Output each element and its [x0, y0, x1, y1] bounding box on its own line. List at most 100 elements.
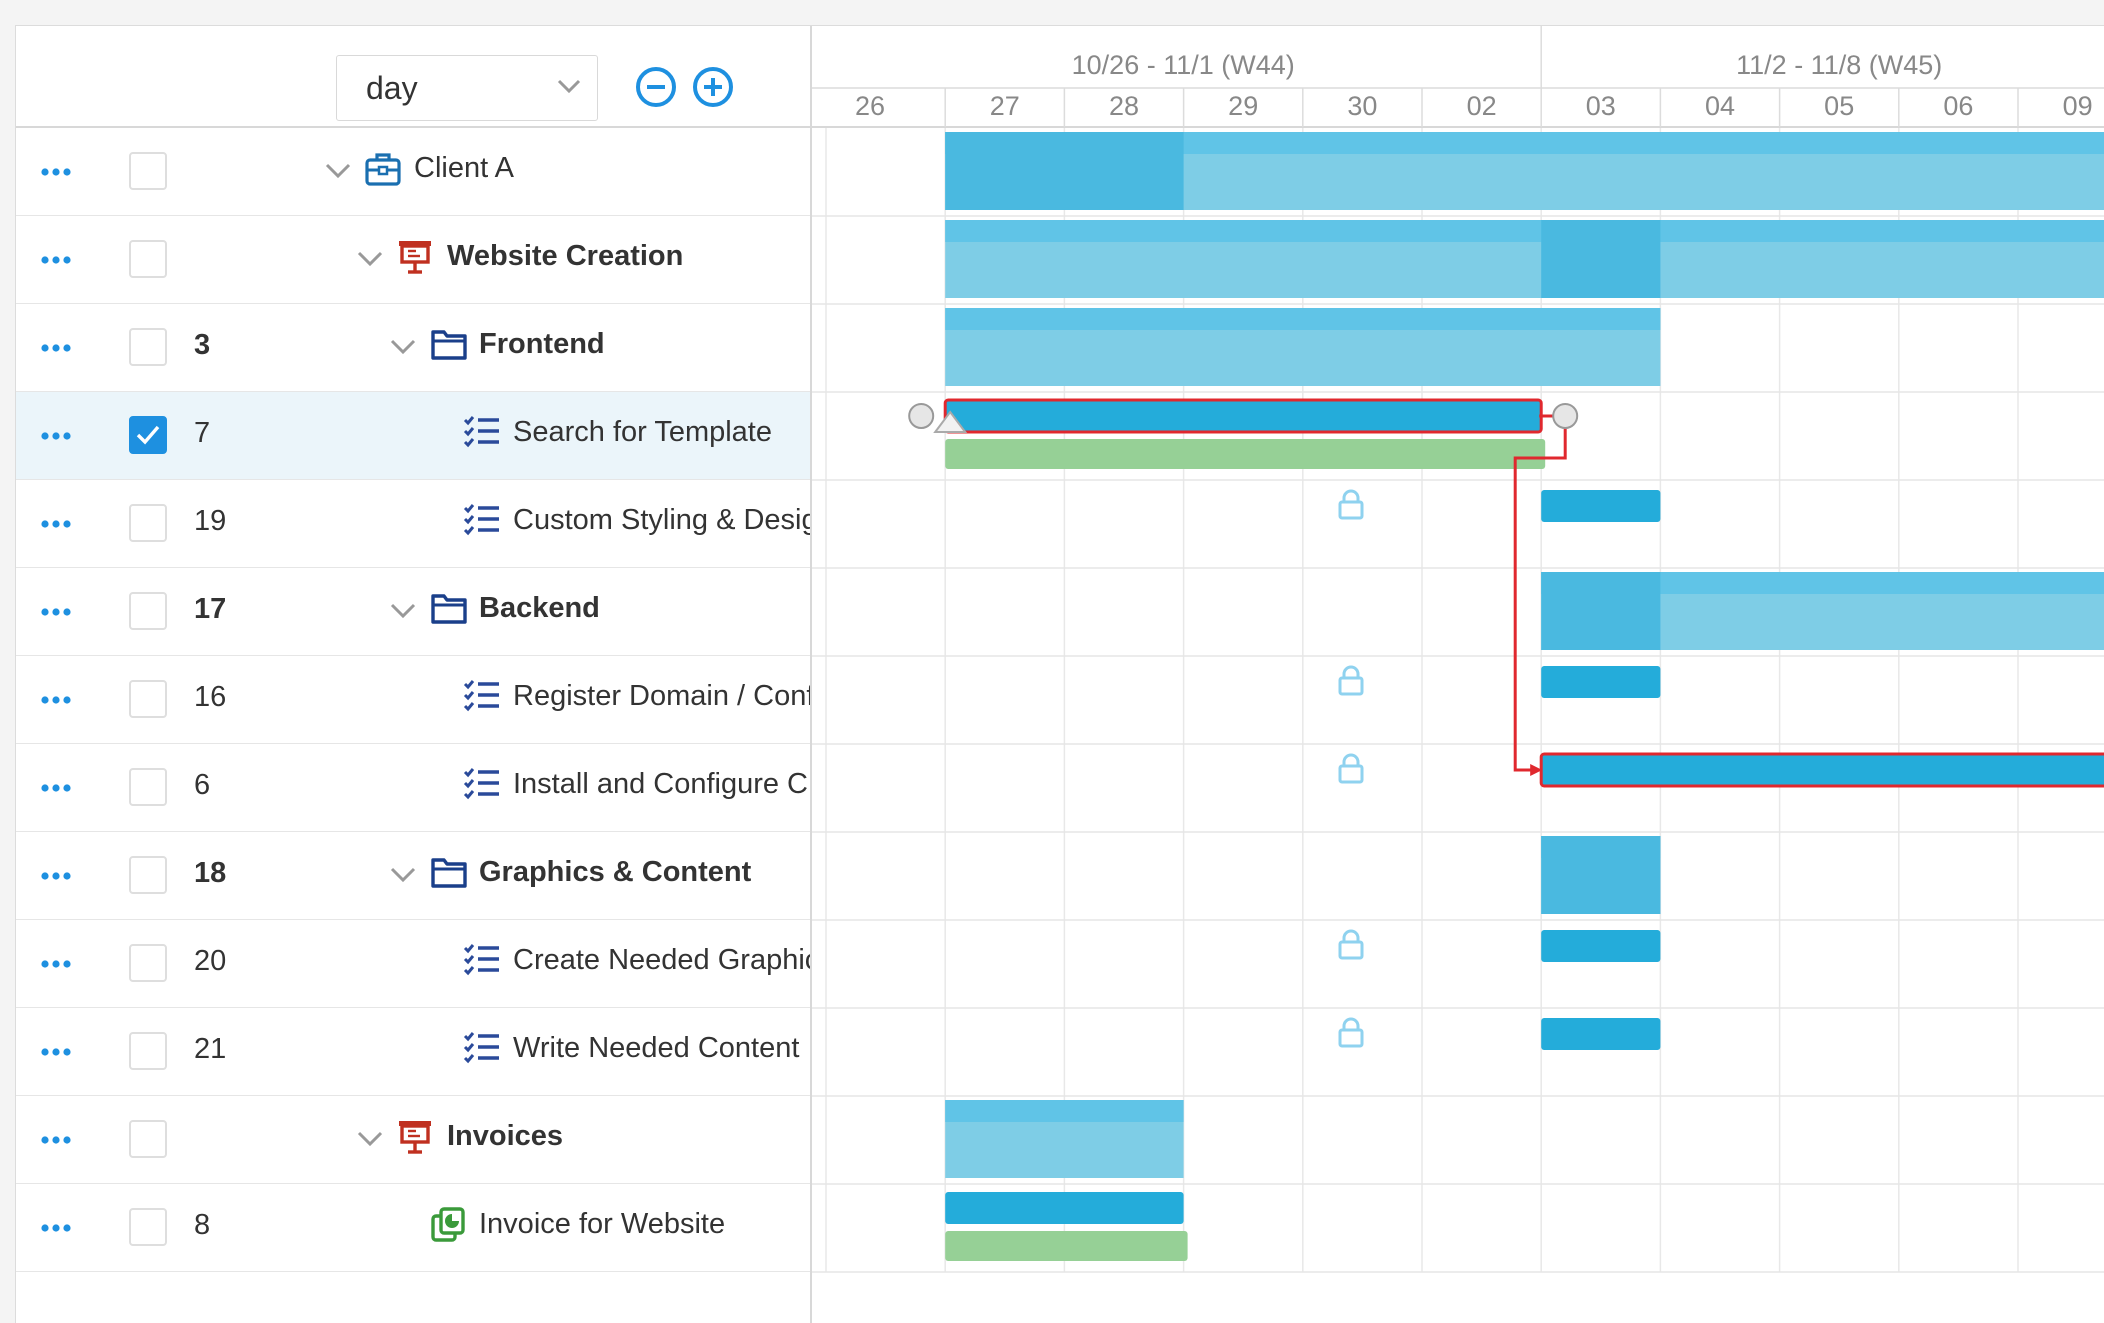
task-row-client-a[interactable]: Client A [16, 128, 810, 216]
checkmark-icon [136, 425, 160, 445]
more-options-icon[interactable] [38, 424, 74, 448]
checklist-icon [463, 414, 501, 455]
chevron-down-icon[interactable] [324, 161, 352, 181]
day-label: 28 [1109, 91, 1139, 121]
day-label: 05 [1824, 91, 1854, 121]
timeline-header: 10/26 - 11/1 (W44) 11/2 - 11/8 (W45) 26 27 2… [812, 26, 2104, 128]
task-row-frontend[interactable]: 3 Frontend [16, 304, 810, 392]
gantt-bars [943, 132, 2104, 1261]
task-id: 18 [194, 857, 227, 889]
more-options-icon[interactable] [38, 600, 74, 624]
chevron-down-icon[interactable] [356, 249, 384, 269]
chevron-down-icon[interactable] [389, 865, 417, 885]
task-row-create-graphics[interactable]: 20 Create Needed Graphics [16, 920, 810, 1008]
row-checkbox[interactable] [129, 240, 167, 278]
task-bar-custom-styling[interactable] [1541, 490, 1661, 522]
lock-icon [1338, 753, 1364, 784]
task-label: Website Creation [447, 240, 684, 272]
summary-bar-website-creation-progress [1541, 220, 1661, 298]
task-label: Custom Styling & Design [513, 504, 812, 536]
task-label: Backend [479, 592, 600, 624]
summary-bar-frontend-top [945, 308, 1661, 330]
task-bar-create-graphics[interactable] [1541, 930, 1661, 962]
row-checkbox[interactable] [129, 1032, 167, 1070]
link-handle-end[interactable] [1552, 403, 1579, 429]
row-checkbox[interactable] [129, 416, 167, 454]
presentation-icon [397, 238, 433, 281]
row-checkbox[interactable] [129, 768, 167, 806]
row-checkbox[interactable] [129, 680, 167, 718]
task-bar-install-cms[interactable] [1539, 752, 2104, 788]
more-options-icon[interactable] [38, 248, 74, 272]
day-label: 29 [1228, 91, 1258, 121]
more-options-icon[interactable] [38, 864, 74, 888]
more-options-icon[interactable] [38, 776, 74, 800]
checklist-icon [463, 678, 501, 719]
row-checkbox[interactable] [129, 592, 167, 630]
task-label: Write Needed Content [513, 1032, 800, 1064]
more-options-icon[interactable] [38, 1216, 74, 1240]
task-row-invoice-website[interactable]: 8 Invoice for Website [16, 1184, 810, 1272]
summary-bar-backend-top [1541, 572, 2104, 594]
progress-handle[interactable] [933, 410, 968, 433]
row-checkbox[interactable] [129, 504, 167, 542]
task-label: Register Domain / Configure Hosting [513, 680, 812, 712]
week-label: 10/26 - 11/1 (W44) [1072, 50, 1295, 80]
task-id: 6 [194, 769, 211, 801]
row-checkbox[interactable] [129, 328, 167, 366]
task-bar-search-template[interactable] [943, 398, 1543, 434]
task-row-search-template[interactable]: 7 Search for Template [16, 392, 810, 480]
more-options-icon[interactable] [38, 688, 74, 712]
link-handle-start[interactable] [908, 403, 935, 429]
more-options-icon[interactable] [38, 1128, 74, 1152]
more-options-icon[interactable] [38, 1040, 74, 1064]
more-options-icon[interactable] [38, 336, 74, 360]
more-options-icon[interactable] [38, 512, 74, 536]
task-row-invoices[interactable]: Invoices [16, 1096, 810, 1184]
checklist-icon [463, 766, 501, 807]
gantt-app: day Client A Website Creation 3 Frontend 7 Se… [15, 25, 2104, 1323]
zoom-level-select[interactable]: day [336, 55, 598, 121]
task-bar-register-domain[interactable] [1541, 666, 1661, 698]
row-checkbox[interactable] [129, 152, 167, 190]
day-label: 27 [990, 91, 1020, 121]
task-id: 17 [194, 593, 227, 625]
folder-icon [430, 590, 468, 631]
day-label: 30 [1347, 91, 1377, 121]
task-row-register-domain[interactable]: 16 Register Domain / Configure Hosting [16, 656, 810, 744]
chevron-down-icon[interactable] [356, 1129, 384, 1149]
folder-icon [430, 854, 468, 895]
task-id: 21 [194, 1033, 227, 1065]
task-row-graphics-content[interactable]: 18 Graphics & Content [16, 832, 810, 920]
lock-icon [1338, 1017, 1364, 1048]
task-grid: day Client A Website Creation 3 Frontend 7 Se… [16, 26, 812, 1323]
task-label: Invoices [447, 1120, 564, 1152]
row-checkbox[interactable] [129, 1120, 167, 1158]
row-checkbox[interactable] [129, 944, 167, 982]
chevron-down-icon[interactable] [389, 337, 417, 357]
lock-icon [1338, 929, 1364, 960]
more-options-icon[interactable] [38, 160, 74, 184]
task-row-custom-styling[interactable]: 19 Custom Styling & Design [16, 480, 810, 568]
row-checkbox[interactable] [129, 1208, 167, 1246]
gantt-chart: 10/26 - 11/1 (W44) 11/2 - 11/8 (W45) 26 27 2… [812, 26, 2104, 1323]
task-label: Frontend [479, 328, 605, 360]
checklist-icon [463, 502, 501, 543]
task-id: 8 [194, 1209, 211, 1241]
task-row-install-cms[interactable]: 6 Install and Configure CMS [16, 744, 810, 832]
row-checkbox[interactable] [129, 856, 167, 894]
task-row-backend[interactable]: 17 Backend [16, 568, 810, 656]
folder-icon [430, 326, 468, 367]
task-bar-write-content[interactable] [1541, 1018, 1661, 1050]
task-bar-invoice-website[interactable] [945, 1192, 1184, 1224]
task-label: Client A [414, 152, 514, 184]
zoom-in-button[interactable] [691, 65, 735, 109]
presentation-icon [397, 1118, 433, 1161]
briefcase-icon [364, 150, 402, 193]
zoom-out-button[interactable] [634, 65, 678, 109]
day-label: 03 [1586, 91, 1616, 121]
more-options-icon[interactable] [38, 952, 74, 976]
chevron-down-icon[interactable] [389, 601, 417, 621]
task-row-write-content[interactable]: 21 Write Needed Content [16, 1008, 810, 1096]
task-row-website-creation[interactable]: Website Creation [16, 216, 810, 304]
